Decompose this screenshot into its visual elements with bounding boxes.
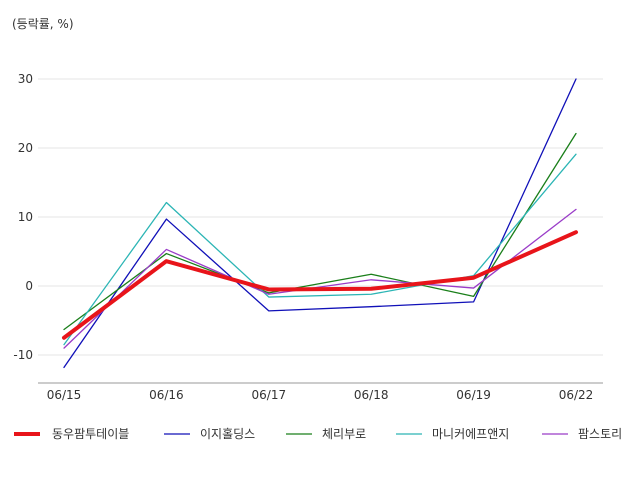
y-tick-label: 30 xyxy=(18,72,33,86)
gridlines xyxy=(38,78,603,356)
y-axis-label: (등락률, %) xyxy=(12,17,74,31)
x-tick-label: 06/18 xyxy=(354,388,389,402)
series-line-1 xyxy=(63,78,577,369)
legend-item: 동우팜투테이블 xyxy=(14,427,129,441)
y-tick-label: -10 xyxy=(13,348,33,362)
y-tick-label: 10 xyxy=(18,210,33,224)
x-tick-labels: 06/15 06/16 06/17 06/18 06/19 06/22 xyxy=(47,388,594,402)
x-tick-label: 06/19 xyxy=(456,388,491,402)
y-tick-label: 20 xyxy=(18,141,33,155)
x-tick-label: 06/22 xyxy=(559,388,594,402)
legend-item: 팜스토리 xyxy=(542,427,622,441)
series-line-4 xyxy=(63,208,577,349)
series-line-2 xyxy=(63,132,577,331)
series-lines xyxy=(62,78,578,369)
legend-item: 이지홀딩스 xyxy=(164,427,255,441)
y-tick-labels: -10 0 10 20 30 xyxy=(13,72,33,362)
legend-label: 동우팜투테이블 xyxy=(52,427,129,441)
legend-item: 마니커에프앤지 xyxy=(396,427,509,441)
legend-label: 체리부로 xyxy=(322,427,366,441)
x-tick-label: 06/17 xyxy=(252,388,287,402)
x-tick-label: 06/16 xyxy=(149,388,184,402)
series-line-3 xyxy=(63,153,577,346)
series-line-0 xyxy=(62,230,578,340)
legend-item: 체리부로 xyxy=(286,427,366,441)
y-tick-label: 0 xyxy=(25,279,33,293)
legend: 동우팜투테이블 이지홀딩스 체리부로 마니커에프앤지 팜스토리 xyxy=(14,427,622,441)
legend-label: 팜스토리 xyxy=(578,427,622,441)
legend-label: 마니커에프앤지 xyxy=(432,427,509,441)
legend-label: 이지홀딩스 xyxy=(200,427,255,441)
x-tick-label: 06/15 xyxy=(47,388,82,402)
